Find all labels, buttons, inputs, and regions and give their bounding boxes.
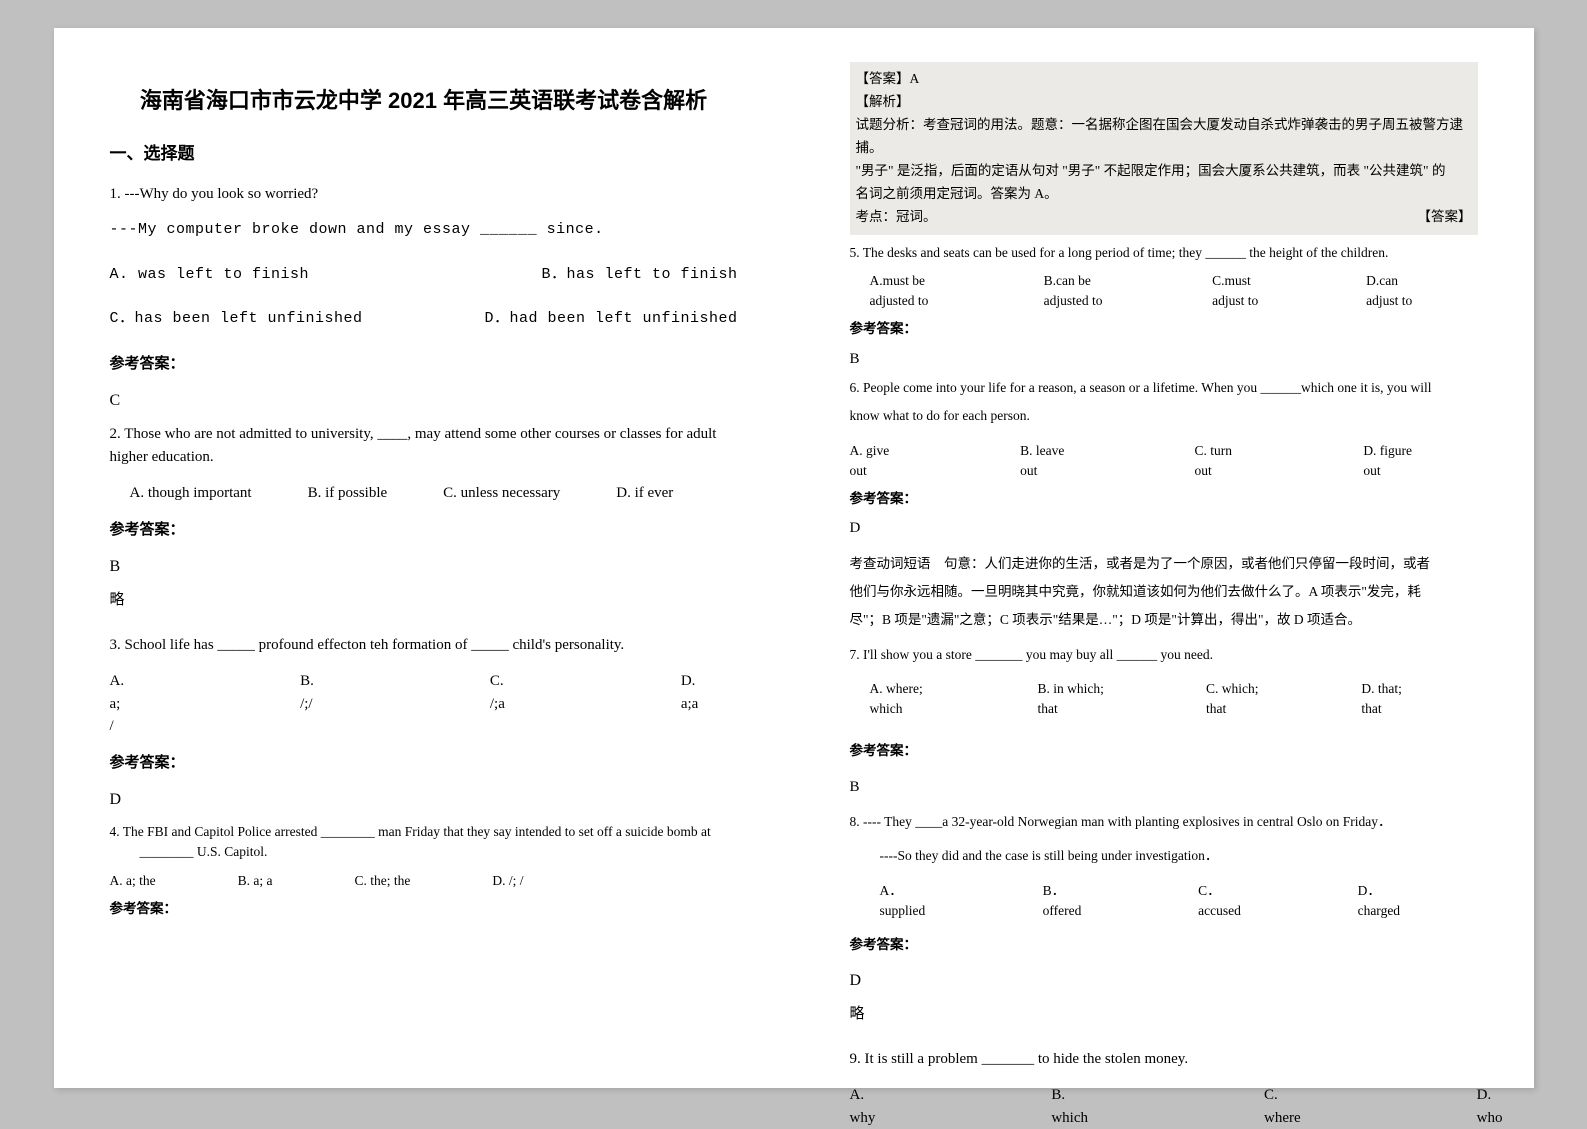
- gray-l5: 名词之前须用定冠词。答案为 A。: [856, 183, 1472, 206]
- left-column: 海南省海口市市云龙中学 2021 年高三英语联考试卷含解析 一、选择题 1. -…: [54, 28, 794, 1088]
- q2-answer-label: 参考答案：: [110, 519, 738, 542]
- gray-l6: 考点：冠词。: [856, 209, 937, 224]
- gray-l4: "男子" 是泛指，后面的定语从句对 "男子" 不起限定作用；国会大厦系公共建筑，…: [856, 160, 1472, 183]
- q6-opt-a: A. give out: [850, 441, 901, 482]
- q8-opt-a: A．supplied: [880, 881, 947, 922]
- gray-l6-row: 考点：冠词。 【答案】: [856, 206, 1472, 229]
- q8-options: A．supplied B．offered C．accused D．charged: [850, 881, 1478, 922]
- q8-opt-c: C．accused: [1198, 881, 1261, 922]
- q3-opt-d: D. a;a: [681, 670, 698, 738]
- q1-opt-a: A. was left to finish: [110, 264, 310, 287]
- q6-exp3: 尽"；B 项是"遗漏"之意；C 项表示"结果是…"；D 项是"计算出，得出"，故…: [850, 610, 1478, 630]
- q6-answer-label: 参考答案：: [850, 489, 1478, 509]
- q1-answer-label: 参考答案：: [110, 353, 738, 376]
- q8-stem2: ----So they did and the case is still be…: [850, 846, 1478, 866]
- q4-opt-d: D. /; /: [492, 871, 523, 891]
- q3-opt-c: C. /;a: [490, 670, 505, 738]
- q3-stem: 3. School life has _____ profound effect…: [110, 634, 738, 657]
- q2-answer: B: [110, 555, 738, 579]
- q4-answer-label: 参考答案：: [110, 899, 738, 919]
- q8-opt-d: D．charged: [1358, 881, 1422, 922]
- q1-answer: C: [110, 389, 738, 413]
- q6-options: A. give out B. leave out C. turn out D. …: [850, 441, 1478, 482]
- q7-opt-d: D. that; that: [1361, 679, 1421, 720]
- q9-stem: 9. It is still a problem _______ to hide…: [850, 1048, 1478, 1071]
- q8-opt-b: B．offered: [1043, 881, 1103, 922]
- q1-options-row2: C．has been left unfinished D．had been le…: [110, 308, 738, 331]
- q5-options: A.must be adjusted to B.can be adjusted …: [850, 271, 1478, 312]
- q6-exp1: 考查动词短语 句意：人们走进你的生活，或者是为了一个原因，或者他们只停留一段时间…: [850, 554, 1478, 574]
- q2-options: A. though important B. if possible C. un…: [110, 482, 738, 505]
- gray-l3: 试题分析：考查冠词的用法。题意：一名据称企图在国会大厦发动自杀式炸弹袭击的男子周…: [856, 114, 1472, 160]
- q7-opt-c: C. which; that: [1206, 679, 1277, 720]
- q6-answer: D: [850, 517, 1478, 540]
- q1-line1: 1. ---Why do you look so worried?: [110, 183, 738, 206]
- q3-answer-label: 参考答案：: [110, 752, 738, 775]
- q2-note: 略: [110, 589, 738, 612]
- page: 海南省海口市市云龙中学 2021 年高三英语联考试卷含解析 一、选择题 1. -…: [54, 28, 1534, 1088]
- q5-opt-a: A.must be adjusted to: [870, 271, 950, 312]
- q9-opt-a: A. why: [850, 1084, 876, 1129]
- q2-opt-b: B. if possible: [308, 482, 388, 505]
- gray-l6r: 【答案】: [1418, 206, 1472, 229]
- section-heading: 一、选择题: [110, 141, 738, 167]
- q7-answer-label: 参考答案：: [850, 741, 1478, 761]
- q1-opt-b: B．has left to finish: [541, 264, 737, 287]
- gray-l2: 【解析】: [856, 91, 1472, 114]
- q4-options: A. a; the B. a; a C. the; the D. /; /: [110, 871, 738, 891]
- q3-opt-b: B. /;/: [300, 670, 314, 738]
- q2-opt-c: C. unless necessary: [443, 482, 560, 505]
- q3-answer: D: [110, 788, 738, 812]
- q1-line2: ---My computer broke down and my essay _…: [110, 219, 738, 242]
- q9-opt-b: B. which: [1051, 1084, 1088, 1129]
- q7-answer: B: [850, 776, 1478, 799]
- q1-opt-c: C．has been left unfinished: [110, 308, 363, 331]
- q1-opt-d: D．had been left unfinished: [484, 308, 737, 331]
- q2-stem: 2. Those who are not admitted to univers…: [110, 423, 738, 468]
- q4-opt-b: B. a; a: [238, 871, 273, 891]
- q6-exp2: 他们与你永远相随。一旦明晓其中究竟，你就知道该如何为他们去做什么了。A 项表示"…: [850, 582, 1478, 602]
- q5-opt-b: B.can be adjusted to: [1044, 271, 1119, 312]
- q5-answer-label: 参考答案：: [850, 319, 1478, 339]
- q9-opt-c: C. where: [1264, 1084, 1301, 1129]
- right-column: 【答案】A 【解析】 试题分析：考查冠词的用法。题意：一名据称企图在国会大厦发动…: [794, 28, 1534, 1088]
- q6-stem1: 6. People come into your life for a reas…: [850, 378, 1478, 398]
- q6-opt-d: D. figure out: [1363, 441, 1421, 482]
- q7-opt-a: A. where; which: [870, 679, 954, 720]
- q9-options: A. why B. which C. where D. who: [850, 1084, 1478, 1129]
- q3-opt-a: A. a; /: [110, 670, 125, 738]
- q8-answer-label: 参考答案：: [850, 935, 1478, 955]
- q5-opt-d: D.can adjust to: [1366, 271, 1421, 312]
- q8-answer: D: [850, 969, 1478, 993]
- gray-l1: 【答案】A: [856, 68, 1472, 91]
- q4-stem: 4. The FBI and Capitol Police arrested _…: [110, 822, 738, 863]
- q1-options-row1: A. was left to finish B．has left to fini…: [110, 264, 738, 287]
- doc-title: 海南省海口市市云龙中学 2021 年高三英语联考试卷含解析: [110, 84, 738, 117]
- q2-opt-a: A. though important: [130, 482, 252, 505]
- q7-options: A. where; which B. in which; that C. whi…: [850, 679, 1478, 720]
- q6-opt-c: C. turn out: [1195, 441, 1244, 482]
- q2-opt-d: D. if ever: [616, 482, 673, 505]
- q5-stem: 5. The desks and seats can be used for a…: [850, 243, 1478, 263]
- q6-stem2: know what to do for each person.: [850, 406, 1478, 426]
- q4-opt-c: C. the; the: [355, 871, 411, 891]
- q4-opt-a: A. a; the: [110, 871, 156, 891]
- q3-options: A. a; / B. /;/ C. /;a D. a;a: [110, 670, 738, 738]
- q7-opt-b: B. in which; that: [1038, 679, 1122, 720]
- q5-answer: B: [850, 348, 1478, 371]
- q5-opt-c: C.must adjust to: [1212, 271, 1272, 312]
- q7-stem: 7. I'll show you a store _______ you may…: [850, 645, 1478, 665]
- q8-stem1: 8. ---- They ____a 32-year-old Norwegian…: [850, 812, 1478, 832]
- q6-opt-b: B. leave out: [1020, 441, 1074, 482]
- q9-opt-d: D. who: [1477, 1084, 1503, 1129]
- q8-note: 略: [850, 1003, 1478, 1026]
- explanation-block: 【答案】A 【解析】 试题分析：考查冠词的用法。题意：一名据称企图在国会大厦发动…: [850, 62, 1478, 235]
